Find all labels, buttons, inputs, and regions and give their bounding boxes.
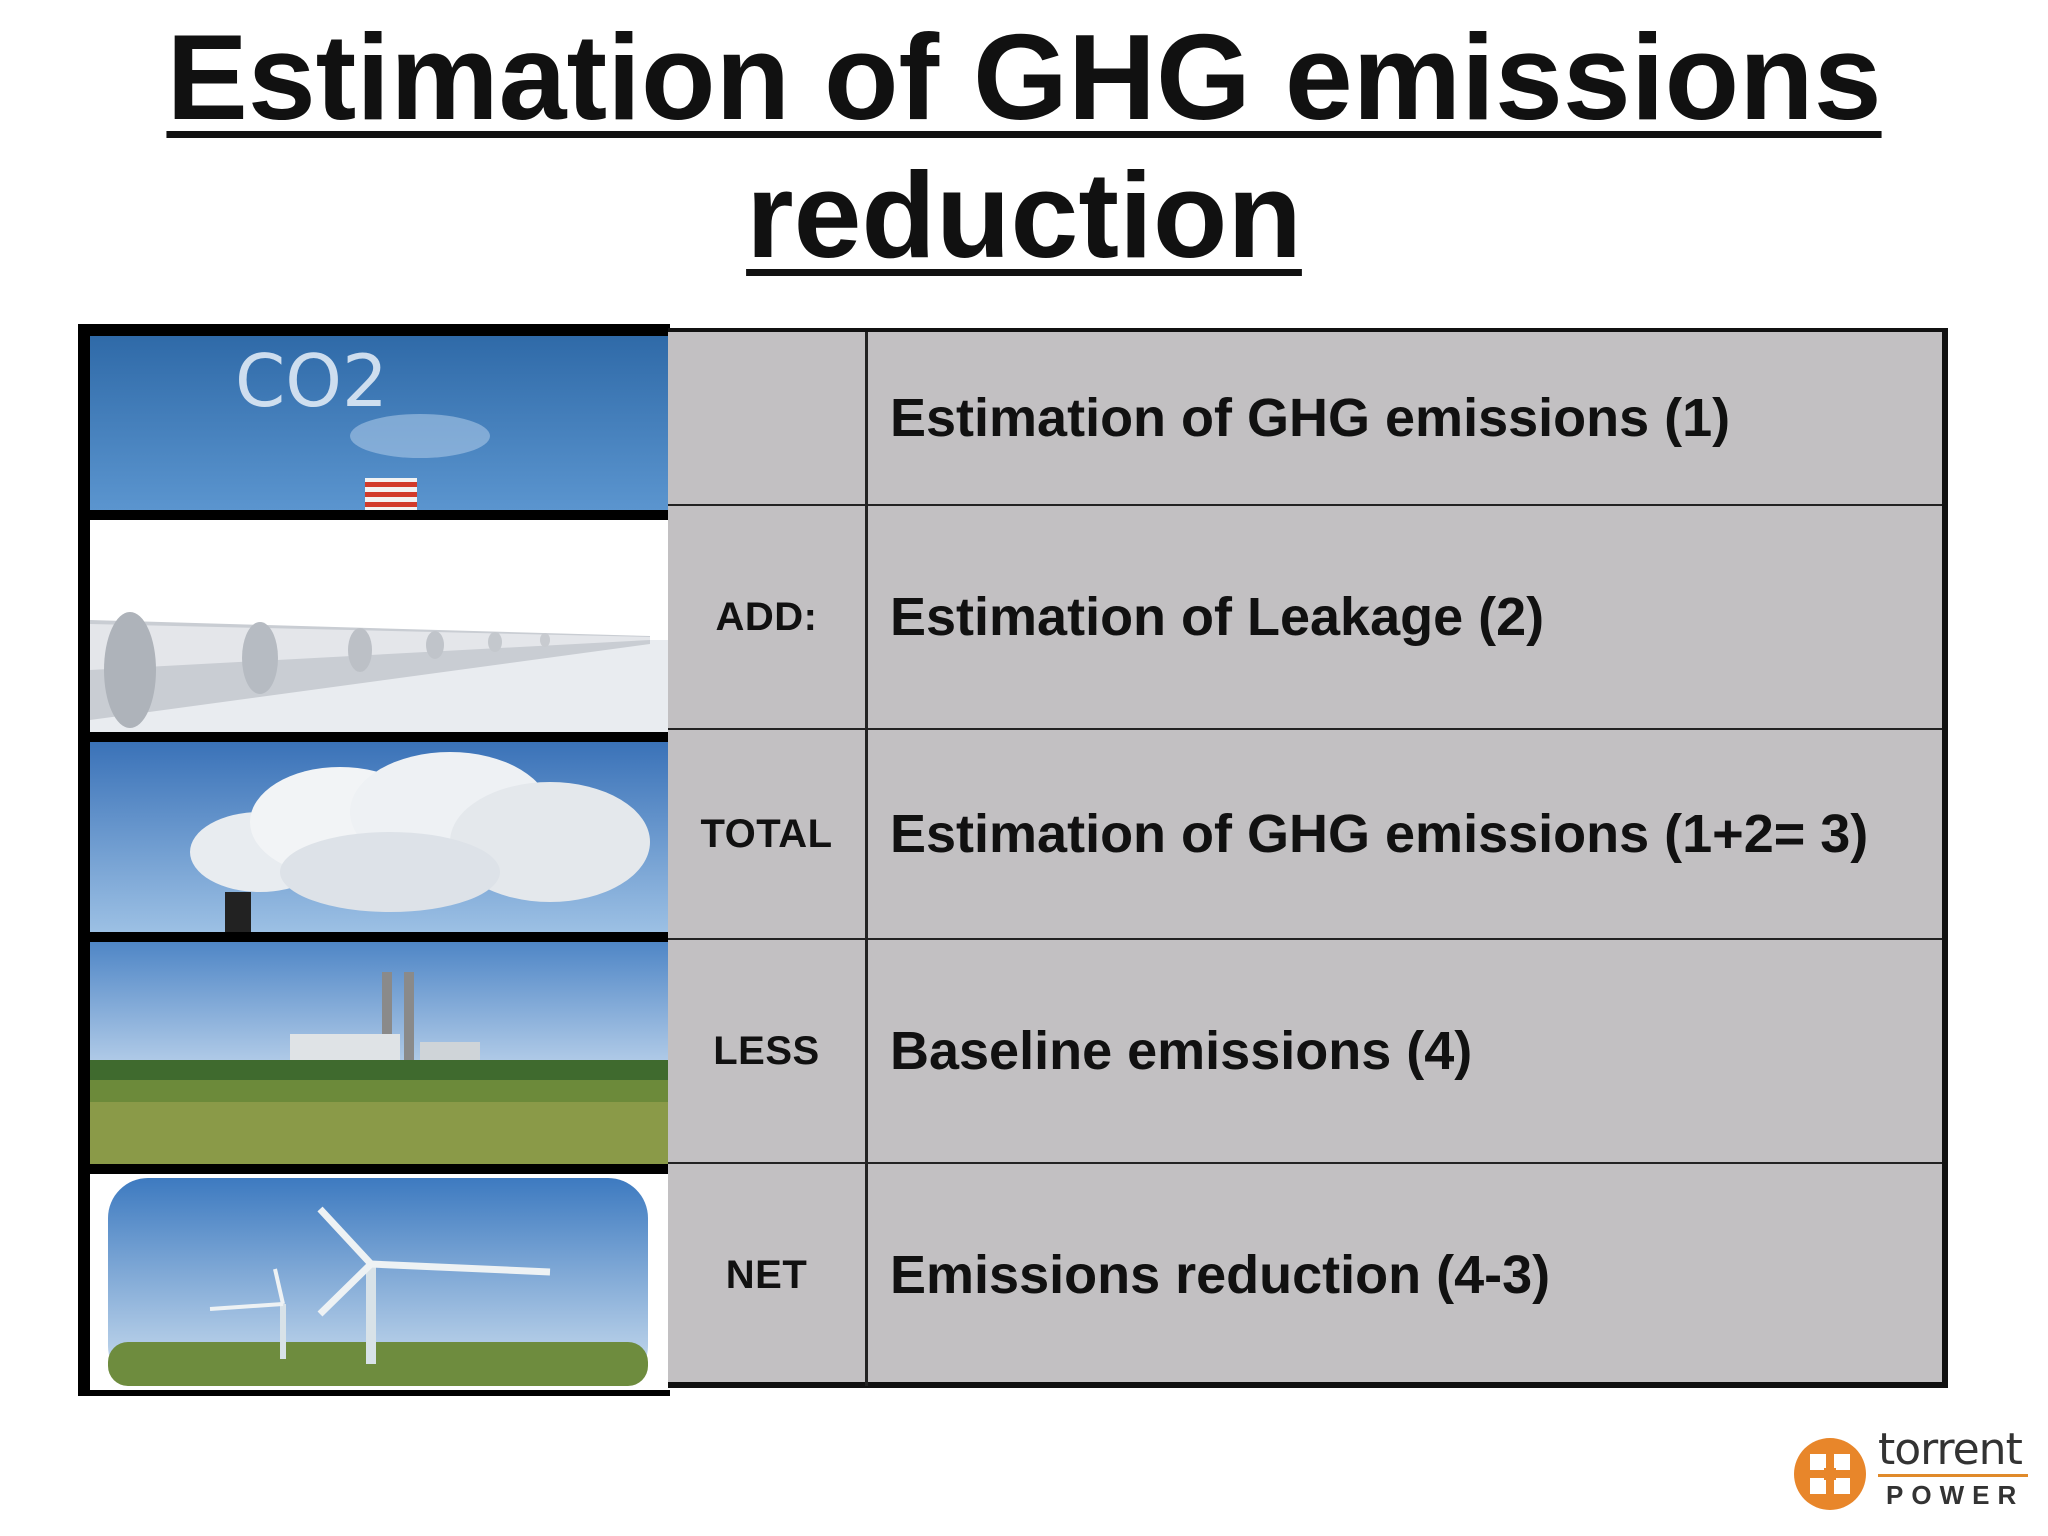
operator-cell: TOTAL	[668, 730, 868, 938]
co2-cloud-text: CO2	[235, 339, 388, 423]
smoke-cloud-photo	[90, 742, 670, 932]
table-row: TOTAL Estimation of GHG emissions (1+2= …	[668, 730, 1942, 940]
logo-wordmark: torrent	[1878, 1424, 2023, 1475]
image-column: CO2	[78, 324, 670, 1396]
power-plant-field-photo	[90, 942, 670, 1164]
torrent-power-logo: torrent POWER	[1790, 1424, 2030, 1518]
slide-title: Estimation of GHG emissions reduction	[166, 9, 1882, 283]
co2-smoke-stack-photo: CO2	[90, 336, 670, 510]
pipeline-photo	[90, 520, 670, 732]
description-cell: Estimation of Leakage (2)	[890, 587, 1545, 647]
description-cell: Estimation of GHG emissions (1)	[890, 388, 1731, 448]
operator-cell: NET	[668, 1164, 868, 1386]
operator-cell	[668, 332, 868, 504]
description-cell: Baseline emissions (4)	[890, 1021, 1473, 1081]
torrent-logo-mark-icon	[1794, 1438, 1866, 1510]
logo-subtext: POWER	[1886, 1480, 2025, 1510]
table-row: LESS Baseline emissions (4)	[668, 940, 1942, 1164]
operator-cell: LESS	[668, 940, 868, 1162]
description-cell: Emissions reduction (4-3)	[890, 1245, 1551, 1305]
table-row: NET Emissions reduction (4-3)	[668, 1164, 1942, 1386]
description-cell: Estimation of GHG emissions (1+2= 3)	[890, 804, 1869, 864]
table-row: Estimation of GHG emissions (1)	[668, 332, 1942, 506]
emissions-calculation-table: Estimation of GHG emissions (1) ADD: Est…	[668, 328, 1948, 1388]
operator-cell: ADD:	[668, 506, 868, 728]
table-row: ADD: Estimation of Leakage (2)	[668, 506, 1942, 730]
wind-turbines-photo	[90, 1174, 670, 1390]
logo-accent-bar	[1878, 1474, 2028, 1477]
